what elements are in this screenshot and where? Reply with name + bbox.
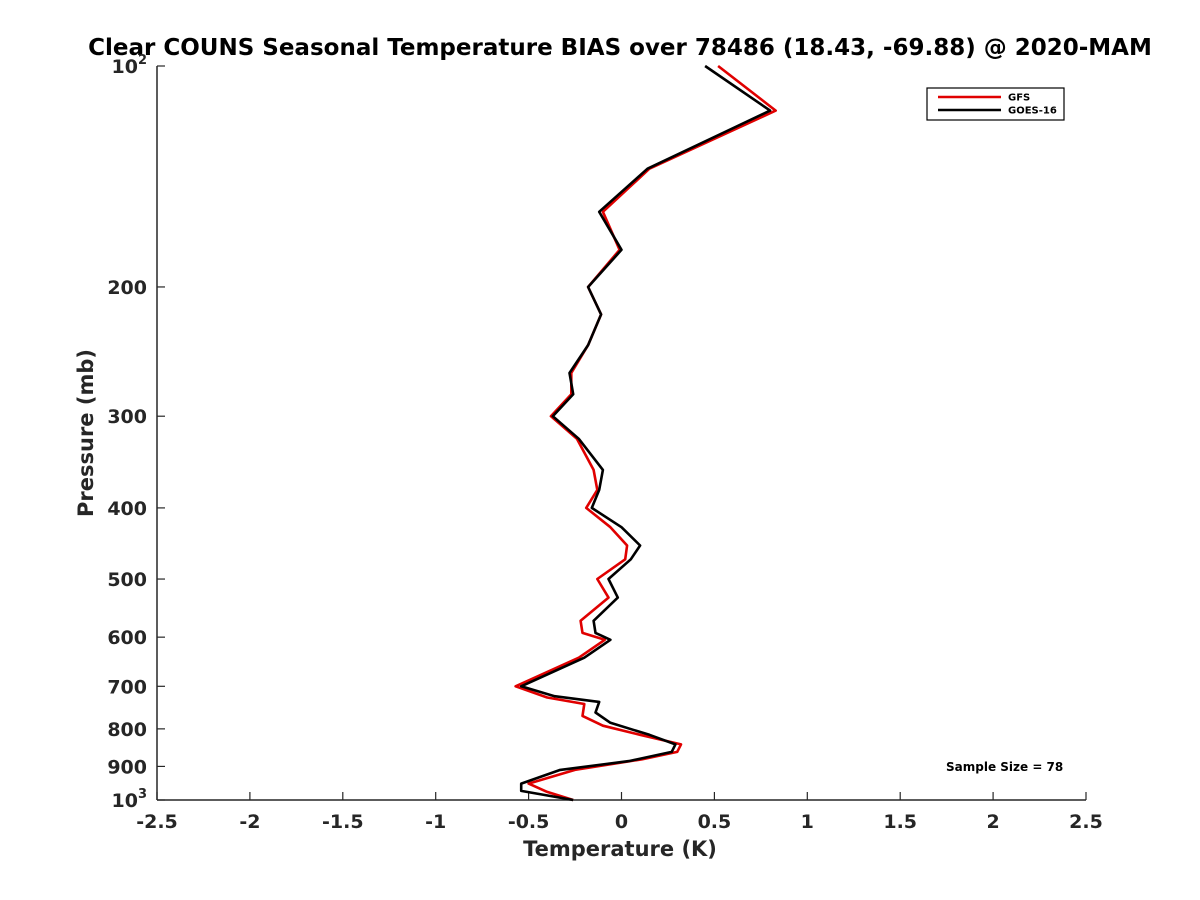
y-tick-label: 800 [107, 719, 147, 741]
x-tick-label: 0 [615, 811, 628, 833]
legend-entry-label: GOES-16 [1008, 106, 1057, 117]
y-tick-label: 200 [107, 277, 147, 299]
series-lines [514, 64, 778, 802]
x-tick-label: 1 [801, 811, 814, 833]
y-tick-label: 500 [107, 569, 147, 591]
y-tick-label: 103 [112, 787, 148, 812]
y-tick-label: 102 [112, 53, 148, 78]
axes: -2.5 -2 -1.5 -1 -0.5 0 0.5 1 1.5 2 2.5102200300400… [107, 53, 1103, 833]
y-tick-label: 300 [107, 406, 147, 428]
x-tick-label: -2 [239, 811, 260, 833]
series-line-gfs [514, 64, 778, 802]
x-tick-label: -1.5 [322, 811, 364, 833]
x-tick-label: -1 [425, 811, 446, 833]
series-line-goes-16 [519, 64, 772, 802]
y-tick-label: 900 [107, 756, 147, 778]
x-axis-label: Temperature (K) [523, 837, 717, 861]
y-tick-exponent: 3 [138, 787, 147, 802]
x-tick-label: -0.5 [508, 811, 550, 833]
sample-size-annotation: Sample Size = 78 [946, 760, 1063, 774]
x-tick-label: 2.5 [1069, 811, 1103, 833]
y-tick-label: 600 [107, 627, 147, 649]
x-tick-label: 2 [986, 811, 999, 833]
y-tick-label: 700 [107, 676, 147, 698]
y-tick-base: 10 [112, 790, 138, 812]
x-tick-label: 0.5 [698, 811, 732, 833]
legend-entry-label: GFS [1008, 93, 1030, 104]
y-tick-base: 10 [112, 56, 138, 78]
legend: GFS GOES-16 [926, 87, 1065, 121]
chart-title: Clear COUNS Seasonal Temperature BIAS ov… [88, 35, 1152, 61]
x-tick-label: -2.5 [136, 811, 178, 833]
y-axis-label: Pressure (mb) [74, 349, 98, 517]
legend-box [926, 87, 1065, 121]
y-tick-label: 400 [107, 498, 147, 520]
y-tick-exponent: 2 [138, 53, 147, 68]
x-tick-label: 1.5 [883, 811, 917, 833]
